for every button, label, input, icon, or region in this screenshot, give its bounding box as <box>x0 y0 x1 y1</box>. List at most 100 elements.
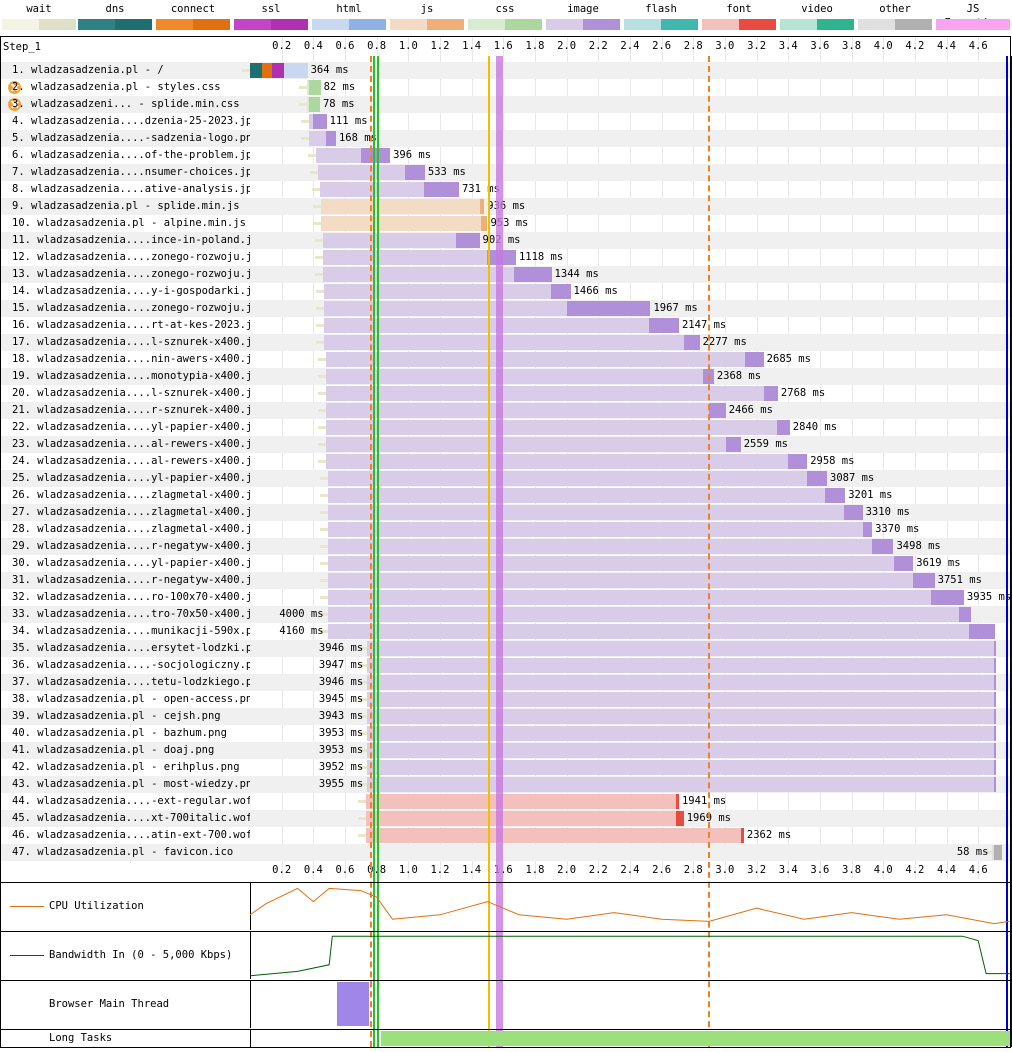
request-row-label: 8. wladzasadzenia....ative-analysis.jpg <box>0 181 250 198</box>
wait-segment <box>359 732 368 735</box>
wait-segment <box>984 851 993 854</box>
wait-segment <box>357 817 366 820</box>
swatch-a <box>78 19 115 30</box>
request-time: 396 ms <box>393 149 432 161</box>
wait-segment <box>317 409 326 412</box>
request-time: 3955 ms <box>318 778 364 790</box>
legend-item-video: video <box>780 2 854 30</box>
timing-marker <box>488 56 491 1047</box>
request-row-label: 30. wladzasadzenia....yl-papier-x400.jpg <box>0 555 250 572</box>
request-time: 1344 ms <box>554 268 599 280</box>
download-segment <box>683 335 700 350</box>
request-row-label: 9. wladzasadzenia.pl - splide.min.js <box>0 198 250 215</box>
wait-segment <box>316 324 325 327</box>
wait-segment <box>242 69 250 72</box>
tick-label: 1.8 <box>525 864 545 876</box>
tick-label: 4.0 <box>873 40 893 52</box>
request-row-label: 3. wladzasadzeni... - splide.min.css <box>0 96 250 113</box>
request-name: 4. wladzasadzenia....dzenia-25-2023.jpg <box>12 115 250 127</box>
tick-label: 2.0 <box>557 40 577 52</box>
tick-label: 1.4 <box>462 864 482 876</box>
request-time: 4160 ms <box>279 625 324 637</box>
wait-segment <box>319 528 328 531</box>
request-row-label: 13. wladzasadzenia....zonego-rozwoju.jpg <box>0 266 250 283</box>
swatch-b <box>427 19 464 30</box>
request-name: 30. wladzasadzenia....yl-papier-x400.jpg <box>12 557 250 569</box>
tick-label: 0.4 <box>303 40 323 52</box>
request-wait-segment <box>321 216 482 231</box>
request-wait-segment <box>308 131 326 146</box>
timing-marker <box>1010 56 1012 1047</box>
wait-segment <box>359 681 368 684</box>
cpu-utilization-section-title: CPU Utilization <box>49 900 144 912</box>
request-time: 2277 ms <box>702 336 747 348</box>
swatch-a <box>858 19 895 30</box>
row-background <box>0 164 1012 181</box>
legend-label: video <box>801 3 833 15</box>
swatch-b <box>505 19 542 30</box>
chart-left-border <box>0 36 1 1048</box>
request-row-label: 26. wladzasadzenia....zlagmetal-x400.jpg <box>0 487 250 504</box>
download-segment <box>455 233 480 248</box>
download-segment <box>994 726 996 741</box>
step-label: Step_1 <box>3 41 41 53</box>
request-time: 3310 ms <box>865 506 910 518</box>
timing-marker <box>1005 56 1008 1047</box>
request-wait-segment <box>327 607 960 622</box>
wait-segment <box>298 86 307 89</box>
request-name: 47. wladzasadzenia.pl - favicon.ico <box>12 846 234 858</box>
request-name: 8. wladzasadzenia....ative-analysis.jpg <box>12 183 250 195</box>
tick-label: 4.6 <box>968 40 988 52</box>
chart-top-border <box>0 36 1011 37</box>
tick-label: 1.2 <box>430 40 450 52</box>
download-segment <box>930 590 964 605</box>
gridline <box>978 36 980 879</box>
request-row-label: 27. wladzasadzenia....zlagmetal-x400.jpg <box>0 504 250 521</box>
request-time: 364 ms <box>310 64 349 76</box>
row-background <box>0 844 1012 861</box>
request-wait-segment <box>324 284 551 299</box>
request-row-label: 1. wladzasadzenia.pl - / <box>0 62 250 79</box>
swatch-b <box>973 19 1010 30</box>
wait-segment <box>359 647 368 650</box>
download-segment <box>994 709 996 724</box>
request-name: 35. wladzasadzenia....ersytet-lodzki.png <box>12 642 250 654</box>
download-segment <box>824 488 846 503</box>
wait-segment <box>359 698 368 701</box>
swatch-b <box>895 19 932 30</box>
request-wait-segment <box>327 471 808 486</box>
section-divider <box>250 1029 251 1047</box>
tick-label: 4.0 <box>873 864 893 876</box>
download-segment <box>481 216 488 231</box>
request-row-label: 28. wladzasadzenia....zlagmetal-x400.jpg <box>0 521 250 538</box>
request-name: 45. wladzasadzenia....xt-700italic.woff2 <box>12 812 250 824</box>
request-row-label: 43. wladzasadzenia.pl - most-wiedzy.png <box>0 776 250 793</box>
legend-item-js: js <box>390 2 464 30</box>
wait-segment <box>319 630 328 633</box>
request-time: 3943 ms <box>318 710 364 722</box>
blocked-icon <box>8 98 21 111</box>
request-wait-segment <box>327 624 969 639</box>
request-wait-segment <box>992 845 994 860</box>
request-time: 3953 ms <box>318 727 364 739</box>
main-thread-activity <box>337 982 369 1026</box>
main-thread-section-label: Browser Main Thread <box>0 980 250 1028</box>
legend-label: connect <box>170 3 216 15</box>
request-name: 18. wladzasadzenia....nin-awers-x400.jpg <box>12 353 250 365</box>
wait-segment <box>319 545 328 548</box>
bandwidth-section-swatch <box>10 955 44 956</box>
wait-segment <box>313 205 322 208</box>
legend-label: font <box>726 3 752 15</box>
request-wait-segment <box>325 352 746 367</box>
request-wait-segment <box>367 641 994 656</box>
request-wait-segment <box>367 709 994 724</box>
request-row-label: 21. wladzasadzenia....r-sznurek-x400.jpg <box>0 402 250 419</box>
tick-label: 0.6 <box>335 40 355 52</box>
tick-label: 3.0 <box>715 864 735 876</box>
request-row-label: 40. wladzasadzenia.pl - bazhum.png <box>0 725 250 742</box>
chart-right-border <box>1010 36 1011 1048</box>
gridline <box>883 36 885 879</box>
gridline <box>851 36 853 879</box>
cpu-utilization-section <box>0 882 1011 931</box>
request-row-label: 16. wladzasadzenia....rt-at-kes-2023.jpg <box>0 317 250 334</box>
